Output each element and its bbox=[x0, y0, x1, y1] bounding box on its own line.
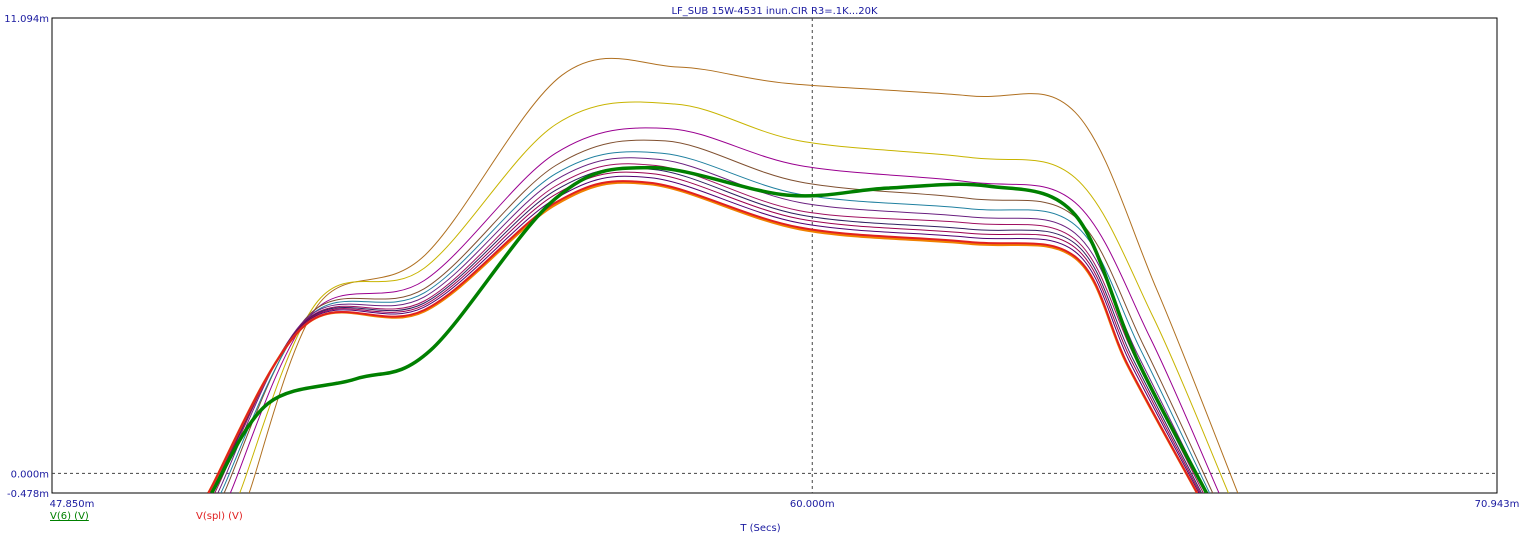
grid-lines bbox=[52, 18, 1497, 493]
y-tick-label: 0.000m bbox=[11, 469, 49, 480]
plot-border bbox=[51, 17, 1498, 494]
series-line-5 bbox=[217, 157, 1207, 493]
series-line-9 bbox=[209, 175, 1200, 493]
plot-frame bbox=[51, 17, 1498, 494]
series-line-1 bbox=[239, 101, 1229, 493]
legend-entry-vspl: V(spl) (V) bbox=[196, 511, 243, 522]
x-tick-label: 70.943m bbox=[1475, 499, 1520, 510]
series-line-7 bbox=[212, 167, 1202, 493]
y-tick-label: -0.478m bbox=[7, 489, 49, 500]
series-line-4 bbox=[220, 151, 1211, 493]
x-tick-label: 47.850m bbox=[50, 499, 95, 510]
series-line-2 bbox=[229, 127, 1220, 493]
chart-title: LF_SUB 15W-4531 inun.CIR R3=.1K...20K bbox=[671, 6, 878, 17]
series-line-10 bbox=[207, 181, 1199, 493]
series-line-8 bbox=[211, 171, 1201, 493]
x-tick-label: 60.000m bbox=[790, 499, 835, 510]
labels-group: LF_SUB 15W-4531 inun.CIR R3=.1K...20K 11.… bbox=[4, 6, 1519, 534]
legend-entry-v6: V(6) (V) bbox=[50, 511, 89, 522]
y-tick-label: 11.094m bbox=[4, 14, 49, 25]
series-line-11 bbox=[207, 180, 1198, 493]
series-line-12 bbox=[210, 165, 1209, 493]
x-axis-label: T (Secs) bbox=[739, 523, 780, 534]
series-line-6 bbox=[214, 163, 1204, 493]
series-line-3 bbox=[223, 139, 1214, 493]
series-group bbox=[207, 57, 1239, 493]
